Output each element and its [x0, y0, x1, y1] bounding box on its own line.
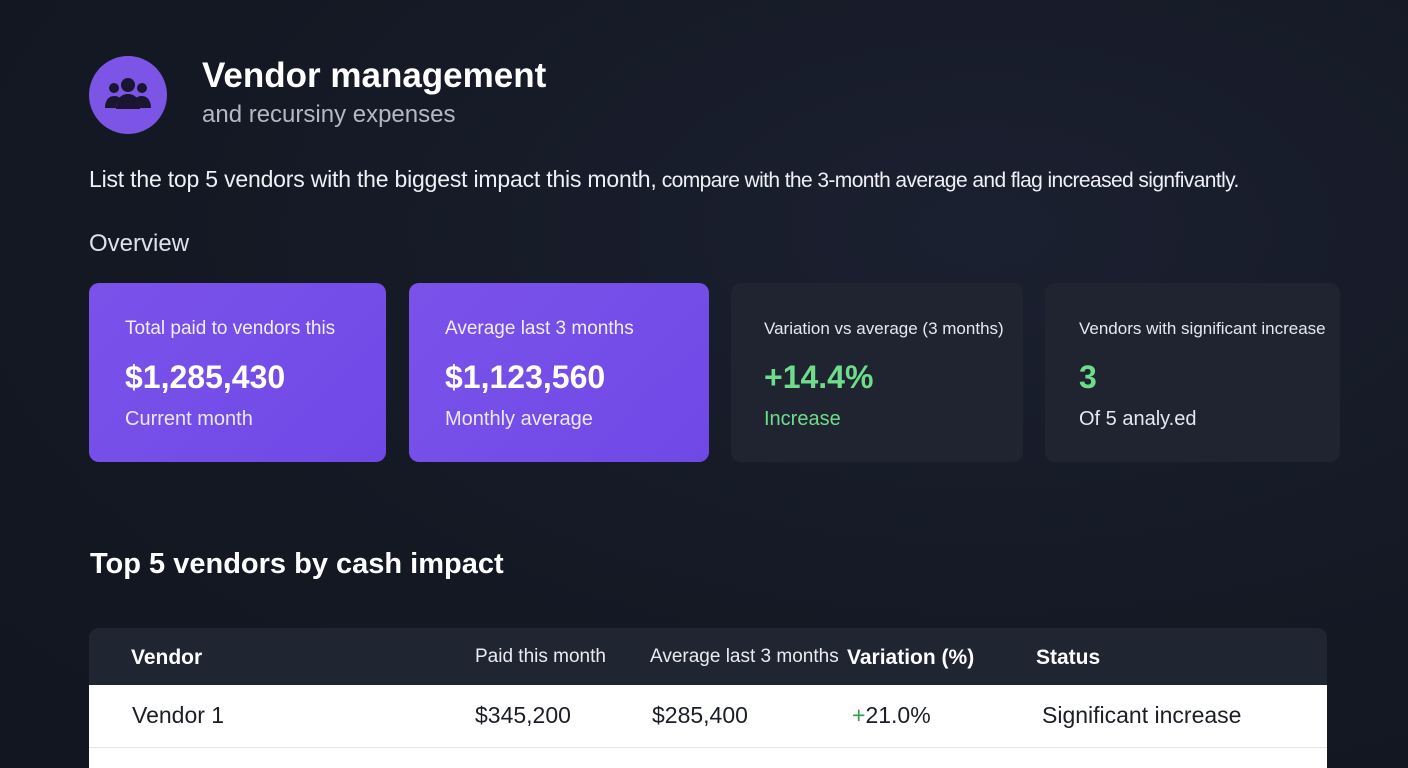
users-group-icon [105, 75, 151, 116]
page-subtitle: and recursiny expenses [202, 101, 456, 128]
table-row[interactable]: Vendor 1 $345,200 $285,400 +21.0% Signif… [89, 685, 1327, 748]
card-value: $1,123,560 [445, 359, 606, 395]
page-header: Vendor management and recursiny expenses [89, 56, 546, 134]
prompt-rest: compare with the 3-month average and fla… [656, 169, 1240, 192]
cell-variation: +21.0% [852, 702, 931, 729]
column-header-status[interactable]: Status [1036, 646, 1101, 669]
variation-sign: + [852, 702, 866, 728]
table-row[interactable] [89, 748, 1327, 768]
overview-heading: Overview [89, 230, 190, 257]
page-title: Vendor management [202, 56, 547, 95]
card-label: Total paid to vendors this [125, 318, 336, 339]
column-header-variation[interactable]: Variation (%) [847, 646, 975, 669]
card-total-paid: Total paid to vendors this $1,285,430 Cu… [89, 283, 386, 462]
card-average: Average last 3 months $1,123,560 Monthly… [409, 283, 709, 462]
variation-value: 21.0% [865, 702, 931, 728]
card-value: +14.4% [764, 359, 874, 395]
avatar [89, 56, 167, 134]
column-header-average[interactable]: Average last 3 months [650, 646, 839, 667]
prompt-text: List the top 5 vendors with the biggest … [89, 166, 1239, 193]
card-sub: Increase [764, 408, 841, 430]
card-sub: Monthly average [445, 408, 593, 430]
vendors-table: Vendor Paid this month Average last 3 mo… [89, 628, 1327, 768]
card-label: Average last 3 months [445, 318, 634, 339]
header-text: Vendor management and recursiny expenses [202, 54, 546, 130]
column-header-vendor[interactable]: Vendor [131, 646, 203, 669]
card-label: Variation vs average (3 months) [764, 319, 1004, 338]
cell-paid: $345,200 [475, 702, 571, 728]
table-header: Vendor Paid this month Average last 3 mo… [89, 628, 1327, 685]
card-sub: Of 5 analy.ed [1079, 408, 1197, 430]
card-value: $1,285,430 [125, 359, 286, 395]
cell-status: Significant increase [1042, 702, 1242, 728]
card-label: Vendors with significant increase [1079, 319, 1326, 338]
column-header-paid[interactable]: Paid this month [475, 646, 606, 667]
cell-vendor: Vendor 1 [132, 702, 225, 728]
card-value: 3 [1079, 359, 1097, 395]
card-variation: Variation vs average (3 months) +14.4% I… [731, 283, 1023, 462]
prompt-main: List the top 5 vendors with the biggest … [89, 166, 657, 192]
section-title: Top 5 vendors by cash impact [90, 548, 504, 580]
card-significant-increase: Vendors with significant increase 3 Of 5… [1045, 283, 1340, 462]
cell-average: $285,400 [652, 702, 748, 728]
card-sub: Current month [125, 408, 253, 430]
